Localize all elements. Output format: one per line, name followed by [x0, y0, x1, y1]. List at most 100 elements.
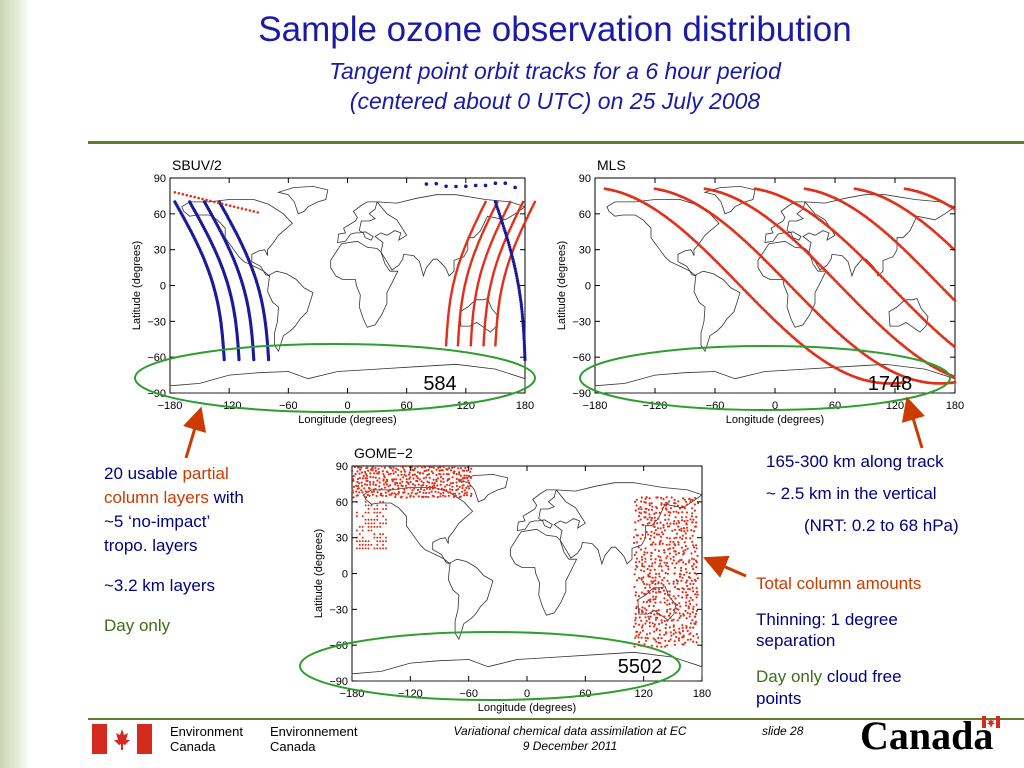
panel-label: SBUV/2	[172, 157, 222, 173]
footer-env-fr-2: Canada	[270, 739, 316, 754]
note-left-line1-a: 20 usable	[104, 464, 183, 483]
observation-point	[380, 465, 383, 468]
observation-point	[652, 522, 655, 525]
observation-point	[352, 479, 355, 482]
observation-point	[665, 496, 668, 499]
observation-point	[419, 487, 422, 491]
observation-point	[657, 555, 660, 558]
observation-point	[659, 601, 662, 604]
observation-point	[648, 625, 651, 628]
observation-point	[428, 491, 431, 494]
observation-point	[663, 551, 666, 554]
observation-point	[382, 483, 386, 486]
observation-point	[677, 608, 680, 611]
observation-point	[659, 590, 662, 594]
observation-point	[668, 525, 671, 528]
observation-point	[652, 580, 655, 583]
note-gome-line4: Day only cloud free	[756, 667, 902, 687]
observation-point	[519, 298, 523, 302]
observation-point	[373, 533, 376, 536]
x-tick-label: 0	[344, 400, 350, 412]
observation-point	[645, 507, 648, 510]
observation-point	[458, 485, 461, 488]
observation-point	[662, 589, 665, 592]
observation-point	[679, 614, 682, 618]
x-tick-label: −60	[459, 688, 478, 700]
note-left-line2-b: with	[208, 488, 244, 507]
observation-point	[382, 479, 385, 482]
observation-point	[657, 533, 660, 536]
observation-point	[511, 260, 516, 264]
observation-point	[431, 487, 435, 490]
observation-point	[654, 588, 657, 591]
continent-outline	[703, 185, 756, 215]
observation-point	[448, 477, 451, 480]
observation-point	[391, 480, 394, 483]
observation-point	[370, 518, 373, 521]
observation-point	[469, 470, 472, 473]
observation-point	[355, 490, 358, 493]
observation-point	[686, 547, 689, 550]
highlight-ellipse	[134, 343, 536, 413]
observation-point	[681, 626, 684, 629]
observation-point	[394, 481, 397, 484]
observation-point	[953, 380, 957, 384]
observation-point	[513, 185, 517, 190]
observation-point	[665, 508, 668, 511]
y-tick-label: 30	[154, 245, 166, 257]
observation-point	[634, 500, 637, 503]
observation-point	[663, 503, 666, 506]
observation-point	[435, 473, 438, 477]
observation-point	[656, 616, 659, 619]
observation-point	[360, 471, 364, 474]
observation-point	[668, 626, 671, 629]
observation-point	[421, 466, 424, 469]
observation-point	[499, 217, 503, 221]
observation-point	[666, 579, 669, 582]
observation-point	[422, 491, 425, 494]
observation-point	[385, 494, 388, 498]
observation-point	[654, 638, 657, 641]
observation-point	[689, 622, 692, 625]
observation-point	[639, 512, 643, 515]
observation-point	[519, 300, 523, 304]
observation-point	[516, 283, 521, 288]
observation-point	[639, 518, 642, 521]
observation-point	[430, 470, 433, 473]
observation-point	[381, 494, 384, 497]
observation-point	[236, 206, 240, 209]
observation-point	[442, 488, 446, 491]
observation-point	[483, 183, 488, 188]
observation-point	[387, 485, 390, 488]
observation-point	[522, 336, 526, 340]
observation-point	[378, 481, 381, 484]
observation-point	[682, 614, 685, 617]
observation-point	[694, 615, 697, 618]
observation-point	[649, 612, 653, 615]
observation-point	[669, 511, 672, 514]
observation-point	[385, 536, 388, 539]
note-mls-line3: (NRT: 0.2 to 68 hPa)	[804, 516, 959, 535]
observation-point	[643, 582, 646, 585]
note-gome-line5: points	[756, 689, 802, 708]
observation-point	[376, 547, 379, 550]
observation-point	[685, 596, 688, 599]
observation-point	[655, 507, 658, 510]
observation-point	[665, 536, 669, 539]
observation-point	[671, 601, 674, 604]
observation-point	[417, 488, 420, 491]
observation-point	[382, 515, 385, 518]
observation-point	[358, 533, 361, 536]
y-tick-label: −30	[147, 316, 166, 328]
observation-point	[677, 594, 680, 597]
observation-point	[464, 466, 467, 470]
observation-point	[644, 586, 647, 589]
observation-point	[652, 604, 655, 608]
observation-point	[641, 564, 644, 567]
observation-point	[674, 502, 677, 505]
observation-point	[668, 582, 671, 585]
observation-point	[679, 536, 682, 539]
observation-point	[637, 507, 640, 510]
